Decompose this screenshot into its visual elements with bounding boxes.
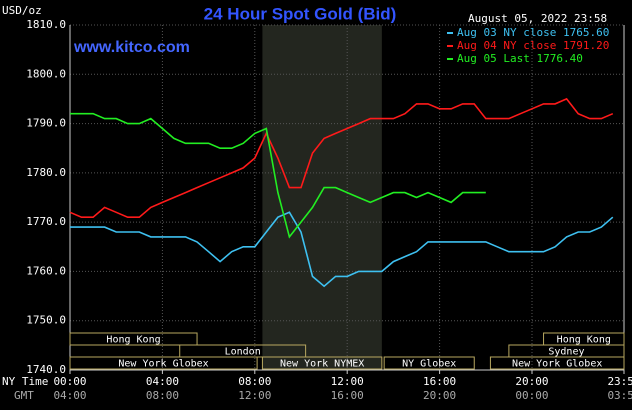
session-label: New York Globex <box>118 359 208 370</box>
x-tick-label: 04:00 <box>146 375 179 388</box>
x2-tick-label: 00:00 <box>515 389 548 402</box>
legend-label: Aug 03 NY close 1765.60 <box>457 26 609 39</box>
x2-tick-label: 16:00 <box>331 389 364 402</box>
session-box <box>69 332 198 346</box>
session-box <box>261 356 383 370</box>
session-box <box>69 356 258 370</box>
y-tick-label: 1790.0 <box>26 117 66 130</box>
legend-label: Aug 05 Last 1776.40 <box>457 52 583 65</box>
x-tick-label: 16:00 <box>423 375 456 388</box>
session-box <box>489 356 625 370</box>
x2-tick-label: 08:00 <box>146 389 179 402</box>
session-label: Hong Kong <box>106 335 160 346</box>
y-tick-label: 1810.0 <box>26 18 66 31</box>
series-line <box>70 211 614 288</box>
x-tick-label: 20:00 <box>515 375 548 388</box>
legend-label: Aug 04 NY close 1791.20 <box>457 39 609 52</box>
x-tick-label: 08:00 <box>238 375 271 388</box>
shaded-session <box>262 25 382 370</box>
watermark: www.kitco.com <box>73 39 190 56</box>
y-tick-label: 1740.0 <box>26 363 66 376</box>
series-line <box>70 112 486 239</box>
session-label: Hong Kong <box>557 335 611 346</box>
x2-tick-label: 12:00 <box>238 389 271 402</box>
session-label: Sydney <box>548 347 584 358</box>
x2-tick-label: 04:00 <box>53 389 86 402</box>
y-tick-label: 1780.0 <box>26 166 66 179</box>
session-box <box>383 356 475 370</box>
y-tick-label: 1770.0 <box>26 215 66 228</box>
y-tick-label: 1760.0 <box>26 264 66 277</box>
chart-title: 24 Hour Spot Gold (Bid) <box>204 4 397 23</box>
x-tick-label: 23:59 <box>607 375 632 388</box>
x-tick-label: 12:00 <box>331 375 364 388</box>
y-tick-label: 1800.0 <box>26 67 66 80</box>
x2-tick-label: 20:00 <box>423 389 456 402</box>
y-tick-label: 1750.0 <box>26 314 66 327</box>
x2-axis-label: GMT <box>14 389 34 402</box>
series-line <box>69 97 614 218</box>
session-label: NY Globex <box>402 359 456 370</box>
x-axis-label: NY Time <box>2 375 48 388</box>
x2-tick-label: 03:59 <box>607 389 632 402</box>
unit-label: USD/oz <box>2 4 42 17</box>
session-label: New York NYMEX <box>280 359 364 370</box>
session-label: New York Globex <box>512 359 602 370</box>
x-tick-label: 00:00 <box>53 375 86 388</box>
timestamp: August 05, 2022 23:58 <box>468 12 607 25</box>
session-label: London <box>225 347 261 358</box>
